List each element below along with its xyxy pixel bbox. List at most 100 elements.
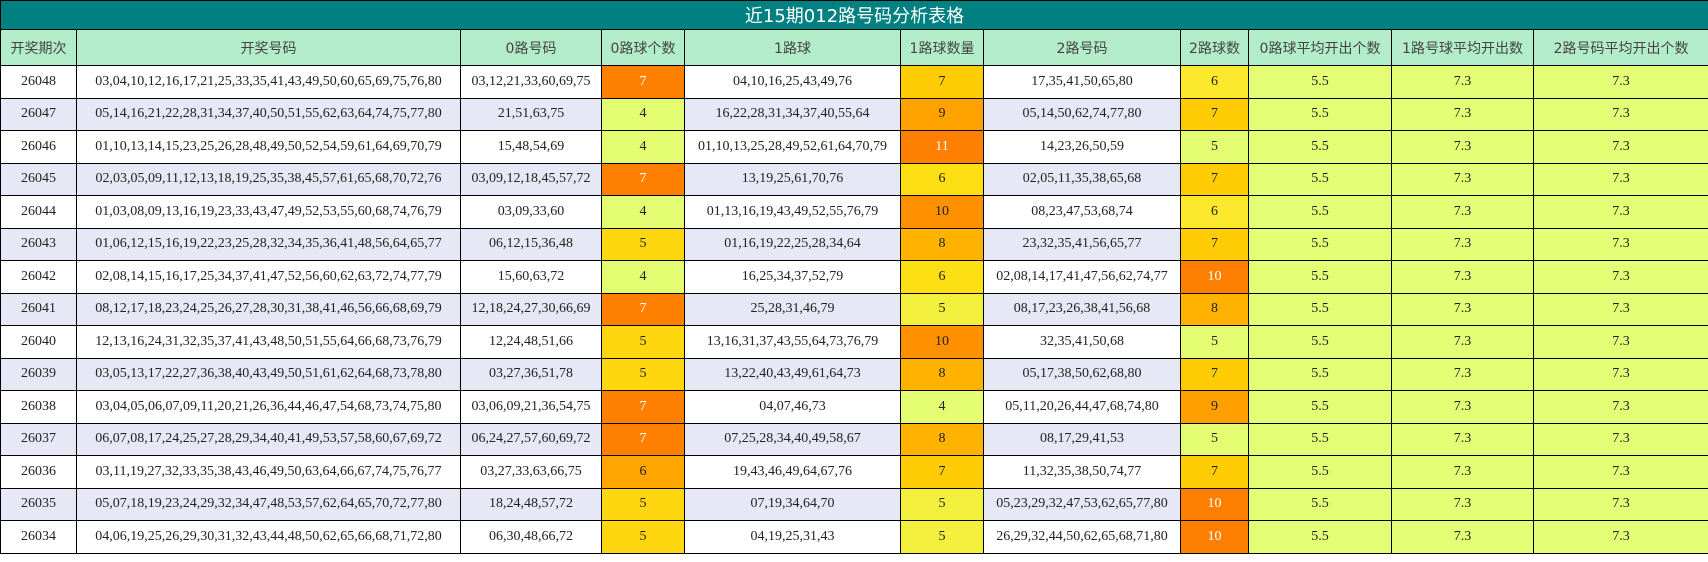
table-row: 26044 01,03,08,09,13,16,19,23,33,43,47,4… (0, 195, 1708, 229)
road1-count-cell: 5 (900, 520, 984, 554)
numbers-cell: 08,12,17,18,23,24,25,26,27,28,30,31,38,4… (76, 292, 461, 326)
road1-avg-cell: 7.3 (1391, 195, 1534, 229)
road0-cell: 18,24,48,57,72 (460, 487, 602, 521)
road1-cell: 07,25,28,34,40,49,58,67 (684, 422, 901, 456)
road2-count-cell: 5 (1180, 325, 1249, 359)
road0-avg-cell: 5.5 (1248, 292, 1392, 326)
header-road2-count: 2路球数 (1180, 29, 1249, 66)
road0-avg-cell: 5.5 (1248, 390, 1392, 424)
road2-cell: 05,17,38,50,62,68,80 (983, 357, 1181, 391)
numbers-cell: 02,08,14,15,16,17,25,34,37,41,47,52,56,6… (76, 260, 461, 294)
road1-avg-cell: 7.3 (1391, 520, 1534, 554)
numbers-cell: 03,04,05,06,07,09,11,20,21,26,36,44,46,4… (76, 390, 461, 424)
road2-avg-cell: 7.3 (1532, 65, 1708, 99)
table-row: 26045 02,03,05,09,11,12,13,18,19,25,35,3… (0, 162, 1708, 196)
road2-cell: 05,14,50,62,74,77,80 (983, 97, 1181, 131)
road2-cell: 08,23,47,53,68,74 (983, 195, 1181, 229)
road1-cell: 25,28,31,46,79 (684, 292, 901, 326)
road1-count-cell: 8 (900, 422, 984, 456)
road0-cell: 03,27,36,51,78 (460, 357, 602, 391)
road0-cell: 06,24,27,57,60,69,72 (460, 422, 602, 456)
road1-avg-cell: 7.3 (1391, 292, 1534, 326)
road0-count-cell: 5 (601, 520, 685, 554)
road1-count-cell: 8 (900, 227, 984, 261)
road1-avg-cell: 7.3 (1391, 390, 1534, 424)
road1-count-cell: 5 (900, 292, 984, 326)
road1-avg-cell: 7.3 (1391, 227, 1534, 261)
road0-cell: 03,09,12,18,45,57,72 (460, 162, 602, 196)
header-road0: 0路号码 (460, 29, 602, 66)
table-row: 26047 05,14,16,21,22,28,31,34,37,40,50,5… (0, 97, 1708, 131)
road0-avg-cell: 5.5 (1248, 325, 1392, 359)
road2-count-cell: 5 (1180, 130, 1249, 164)
period-cell: 26034 (0, 520, 77, 554)
period-cell: 26042 (0, 260, 77, 294)
road1-cell: 04,19,25,31,43 (684, 520, 901, 554)
road0-avg-cell: 5.5 (1248, 357, 1392, 391)
road1-count-cell: 9 (900, 97, 984, 131)
header-road1-count: 1路球数量 (900, 29, 984, 66)
road0-avg-cell: 5.5 (1248, 97, 1392, 131)
period-cell: 26043 (0, 227, 77, 261)
road0-avg-cell: 5.5 (1248, 195, 1392, 229)
road1-cell: 04,10,16,25,43,49,76 (684, 65, 901, 99)
road1-count-cell: 5 (900, 487, 984, 521)
road0-avg-cell: 5.5 (1248, 422, 1392, 456)
road0-cell: 12,24,48,51,66 (460, 325, 602, 359)
road0-avg-cell: 5.5 (1248, 162, 1392, 196)
header-numbers: 开奖号码 (76, 29, 461, 66)
road2-avg-cell: 7.3 (1532, 195, 1708, 229)
road0-cell: 06,12,15,36,48 (460, 227, 602, 261)
road1-cell: 01,16,19,22,25,28,34,64 (684, 227, 901, 261)
road0-count-cell: 7 (601, 390, 685, 424)
road0-avg-cell: 5.5 (1248, 227, 1392, 261)
road0-count-cell: 7 (601, 65, 685, 99)
road0-count-cell: 5 (601, 227, 685, 261)
road2-cell: 32,35,41,50,68 (983, 325, 1181, 359)
road0-count-cell: 7 (601, 292, 685, 326)
road1-count-cell: 4 (900, 390, 984, 424)
road0-avg-cell: 5.5 (1248, 455, 1392, 489)
road1-avg-cell: 7.3 (1391, 162, 1534, 196)
road0-cell: 21,51,63,75 (460, 97, 602, 131)
period-cell: 26037 (0, 422, 77, 456)
road1-count-cell: 6 (900, 260, 984, 294)
table-title: 近15期012路号码分析表格 (0, 0, 1708, 30)
road0-count-cell: 4 (601, 97, 685, 131)
road1-avg-cell: 7.3 (1391, 130, 1534, 164)
road0-avg-cell: 5.5 (1248, 65, 1392, 99)
road2-cell: 05,23,29,32,47,53,62,65,77,80 (983, 487, 1181, 521)
road1-avg-cell: 7.3 (1391, 97, 1534, 131)
road1-count-cell: 10 (900, 195, 984, 229)
road0-avg-cell: 5.5 (1248, 520, 1392, 554)
table-row: 26043 01,06,12,15,16,19,22,23,25,28,32,3… (0, 227, 1708, 261)
road2-avg-cell: 7.3 (1532, 227, 1708, 261)
road2-cell: 02,08,14,17,41,47,56,62,74,77 (983, 260, 1181, 294)
period-cell: 26035 (0, 487, 77, 521)
road2-avg-cell: 7.3 (1532, 97, 1708, 131)
road2-avg-cell: 7.3 (1532, 487, 1708, 521)
table-row: 26036 03,11,19,27,32,33,35,38,43,46,49,5… (0, 455, 1708, 489)
road1-avg-cell: 7.3 (1391, 487, 1534, 521)
road2-cell: 08,17,23,26,38,41,56,68 (983, 292, 1181, 326)
table-row: 26046 01,10,13,14,15,23,25,26,28,48,49,5… (0, 130, 1708, 164)
numbers-cell: 02,03,05,09,11,12,13,18,19,25,35,38,45,5… (76, 162, 461, 196)
road1-cell: 07,19,34,64,70 (684, 487, 901, 521)
road1-count-cell: 11 (900, 130, 984, 164)
table-body: 26048 03,04,10,12,16,17,21,25,33,35,41,4… (0, 65, 1708, 554)
road2-count-cell: 9 (1180, 390, 1249, 424)
road0-count-cell: 5 (601, 487, 685, 521)
road1-avg-cell: 7.3 (1391, 65, 1534, 99)
road2-count-cell: 5 (1180, 422, 1249, 456)
road0-count-cell: 7 (601, 422, 685, 456)
road2-cell: 17,35,41,50,65,80 (983, 65, 1181, 99)
road0-count-cell: 7 (601, 162, 685, 196)
numbers-cell: 01,06,12,15,16,19,22,23,25,28,32,34,35,3… (76, 227, 461, 261)
road0-cell: 15,48,54,69 (460, 130, 602, 164)
road1-count-cell: 8 (900, 357, 984, 391)
road0-count-cell: 6 (601, 455, 685, 489)
numbers-cell: 01,10,13,14,15,23,25,26,28,48,49,50,52,5… (76, 130, 461, 164)
table-row: 26041 08,12,17,18,23,24,25,26,27,28,30,3… (0, 292, 1708, 326)
table-row: 26042 02,08,14,15,16,17,25,34,37,41,47,5… (0, 260, 1708, 294)
road2-avg-cell: 7.3 (1532, 260, 1708, 294)
